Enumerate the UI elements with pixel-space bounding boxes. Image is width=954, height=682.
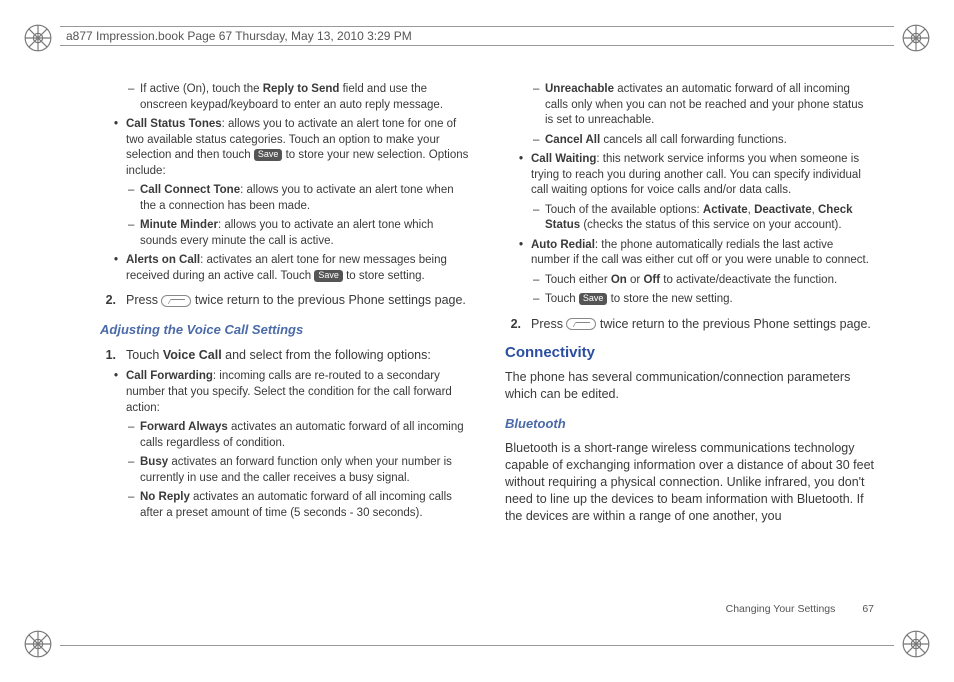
list-item: – If active (On), touch the Reply to Sen… (128, 82, 469, 113)
list-item: – Busy activates an forward function onl… (128, 455, 469, 486)
heading-connectivity: Connectivity (505, 343, 874, 363)
corner-ornament-icon (902, 630, 930, 658)
page-content: – If active (On), touch the Reply to Sen… (100, 80, 874, 612)
page-footer-rule (60, 645, 894, 646)
list-item: – Call Connect Tone: allows you to activ… (128, 183, 469, 214)
corner-ornament-icon (24, 630, 52, 658)
footer-section: Changing Your Settings (726, 603, 836, 615)
back-button-icon (161, 295, 191, 307)
right-column: – Unreachable activates an automatic for… (505, 80, 874, 612)
page-footer: Changing Your Settings 67 (726, 602, 874, 616)
left-column: – If active (On), touch the Reply to Sen… (100, 80, 469, 612)
list-item: – No Reply activates an automatic forwar… (128, 490, 469, 521)
list-item: • Call Waiting: this network service inf… (519, 152, 874, 199)
save-badge-icon: Save (579, 293, 608, 305)
list-item: – Forward Always activates an automatic … (128, 420, 469, 451)
list-item: – Touch of the available options: Activa… (533, 203, 874, 234)
list-item: • Call Status Tones: allows you to activ… (114, 117, 469, 179)
page-number: 67 (862, 603, 874, 615)
list-item: – Minute Minder: allows you to activate … (128, 218, 469, 249)
list-item: – Touch either On or Off to activate/dea… (533, 273, 874, 289)
list-item: – Unreachable activates an automatic for… (533, 82, 874, 129)
corner-ornament-icon (24, 24, 52, 52)
step-2: 2. Press twice return to the previous Ph… (505, 316, 874, 333)
save-badge-icon: Save (314, 270, 343, 282)
list-item: • Call Forwarding: incoming calls are re… (114, 369, 469, 416)
body-text: The phone has several communication/conn… (505, 369, 874, 403)
corner-ornament-icon (902, 24, 930, 52)
heading-voice-call-settings: Adjusting the Voice Call Settings (100, 321, 469, 339)
list-item: • Auto Redial: the phone automatically r… (519, 238, 874, 269)
step-2: 2. Press twice return to the previous Ph… (100, 292, 469, 309)
list-item: – Touch Save to store the new setting. (533, 292, 874, 308)
back-button-icon (566, 318, 596, 330)
page-header-meta: a877 Impression.book Page 67 Thursday, M… (60, 26, 894, 46)
heading-bluetooth: Bluetooth (505, 415, 874, 433)
step-1: 1. Touch Voice Call and select from the … (100, 347, 469, 364)
save-badge-icon: Save (254, 149, 283, 161)
body-text: Bluetooth is a short-range wireless comm… (505, 440, 874, 524)
list-item: • Alerts on Call: activates an alert ton… (114, 253, 469, 284)
list-item: – Cancel All cancels all call forwarding… (533, 133, 874, 149)
